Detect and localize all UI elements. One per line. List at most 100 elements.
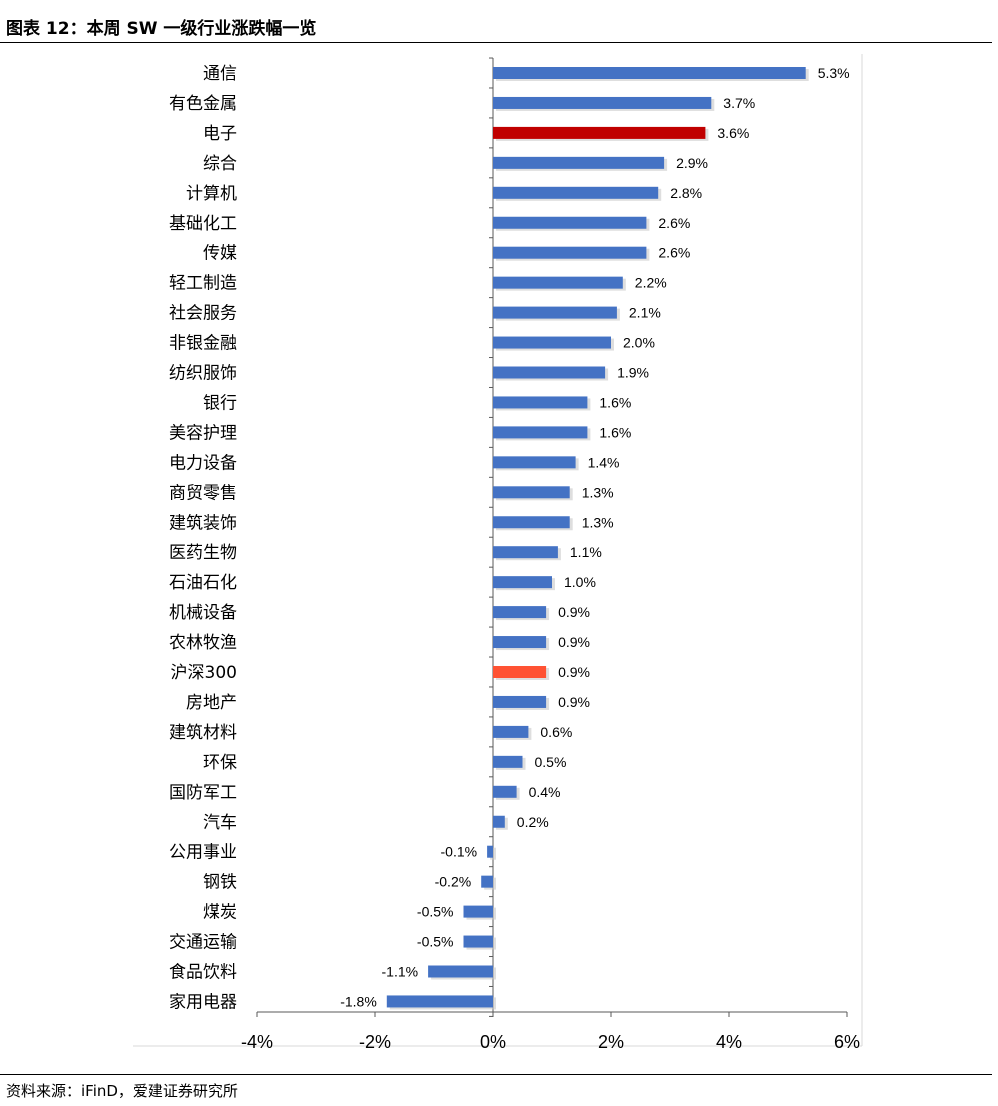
value-label: 0.9% <box>558 694 590 710</box>
category-label: 煤炭 <box>203 903 237 923</box>
category-label: 机械设备 <box>169 603 237 623</box>
x-tick-label: -2% <box>359 1032 391 1052</box>
value-label: 3.6% <box>717 125 749 141</box>
axes <box>256 57 848 1017</box>
category-label: 房地产 <box>186 693 237 713</box>
value-labels: 5.3% 3.7% 3.6% 2.9% 2.8% 2.6% 2.6% 2.2% 2.1% 2.0%… <box>340 65 849 1009</box>
value-label: 0.6% <box>540 724 572 740</box>
category-label: 商贸零售 <box>169 483 237 503</box>
category-label: 交通运输 <box>169 933 237 953</box>
value-label: 0.4% <box>529 784 561 800</box>
x-tick-label: 2% <box>598 1032 624 1052</box>
bar-15 <box>493 516 570 529</box>
bar-4 <box>493 186 659 199</box>
category-label: 综合 <box>203 154 237 174</box>
tick-labels: -4% -2% 0% 2% 4% 6% <box>241 1032 860 1052</box>
bar-19 <box>493 636 547 649</box>
category-label: 环保 <box>203 753 237 773</box>
bar-14 <box>493 486 570 499</box>
category-label: 食品饮料 <box>169 963 237 983</box>
value-label: 2.8% <box>670 185 702 201</box>
category-label: 医药生物 <box>169 543 237 563</box>
bar-1 <box>493 96 712 109</box>
value-label: -0.5% <box>417 904 454 920</box>
bar-9 <box>493 336 611 349</box>
value-label: 2.6% <box>658 215 690 231</box>
title-divider <box>0 42 992 43</box>
x-tick-label: -4% <box>241 1032 273 1052</box>
x-tick-label: 6% <box>834 1032 860 1052</box>
value-label: 1.0% <box>564 574 596 590</box>
value-label: 3.7% <box>723 95 755 111</box>
category-label: 电力设备 <box>169 453 237 473</box>
category-label: 纺织服饰 <box>169 364 237 384</box>
value-label: 0.5% <box>535 754 567 770</box>
x-tick-label: 4% <box>716 1032 742 1052</box>
value-label: 0.9% <box>558 664 590 680</box>
bar-24 <box>493 785 517 798</box>
category-label: 通信 <box>203 64 237 84</box>
category-label: 公用事业 <box>169 843 237 863</box>
value-label: 5.3% <box>818 65 850 81</box>
bar-6 <box>493 246 647 259</box>
bar-5 <box>493 216 647 229</box>
category-label: 国防军工 <box>169 783 237 803</box>
value-label: -1.8% <box>340 993 377 1009</box>
value-label: 0.9% <box>558 634 590 650</box>
value-label: 1.6% <box>599 424 631 440</box>
category-label: 社会服务 <box>169 304 237 324</box>
bar-27 <box>481 875 493 888</box>
bar-22 <box>493 725 529 738</box>
value-label: -0.5% <box>417 934 454 950</box>
category-label: 电子 <box>203 124 237 144</box>
category-label: 建筑装饰 <box>169 513 237 533</box>
bar-10 <box>493 366 606 379</box>
category-label: 美容护理 <box>169 423 237 443</box>
category-label: 建筑材料 <box>169 723 237 743</box>
value-label: 2.9% <box>676 155 708 171</box>
value-label: 1.6% <box>599 394 631 410</box>
bar-28 <box>463 905 493 918</box>
bar-8 <box>493 306 617 319</box>
category-label: 家用电器 <box>169 992 237 1012</box>
category-label: 有色金属 <box>169 94 237 114</box>
value-label: 0.2% <box>517 814 549 830</box>
category-label: 基础化工 <box>169 214 237 234</box>
bar-17 <box>493 576 552 589</box>
bar-2 <box>493 126 706 139</box>
value-label: 1.9% <box>617 365 649 381</box>
value-label: -0.2% <box>435 874 472 890</box>
category-label: 石油石化 <box>169 573 237 593</box>
category-label: 沪深300 <box>171 663 237 683</box>
value-label: 1.3% <box>582 484 614 500</box>
category-label: 银行 <box>203 393 237 413</box>
bar-23 <box>493 755 523 768</box>
category-label: 汽车 <box>203 813 237 833</box>
value-label: -0.1% <box>441 844 478 860</box>
category-label: 计算机 <box>186 184 237 204</box>
bar-18 <box>493 606 547 619</box>
value-label: -1.1% <box>382 964 419 980</box>
category-label: 传媒 <box>203 244 237 264</box>
bar-3 <box>493 156 665 169</box>
bar-shadow <box>490 847 496 860</box>
value-label: 0.9% <box>558 604 590 620</box>
plot-frame <box>133 54 863 1047</box>
value-label: 2.6% <box>658 245 690 261</box>
bar-16 <box>493 546 558 559</box>
bar-7 <box>493 276 623 289</box>
category-label: 钢铁 <box>203 873 237 893</box>
source-note: 资料来源：iFinD，爱建证券研究所 <box>6 1082 238 1100</box>
category-labels: 通信有色金属电子综合计算机基础化工传媒轻工制造社会服务非银金融纺织服饰银行美容护… <box>169 64 237 1012</box>
value-label: 2.2% <box>635 275 667 291</box>
chart-title: 图表 12：本周 SW 一级行业涨跌幅一览 <box>6 19 317 39</box>
value-label: 2.1% <box>629 305 661 321</box>
category-label: 非银金融 <box>169 334 237 354</box>
bar-30 <box>428 965 493 978</box>
value-label: 2.0% <box>623 335 655 351</box>
category-label: 农林牧渔 <box>169 633 237 653</box>
bar-20 <box>493 666 547 678</box>
bar-31 <box>386 995 493 1008</box>
source-divider <box>0 1074 992 1075</box>
bar-11 <box>493 396 588 409</box>
